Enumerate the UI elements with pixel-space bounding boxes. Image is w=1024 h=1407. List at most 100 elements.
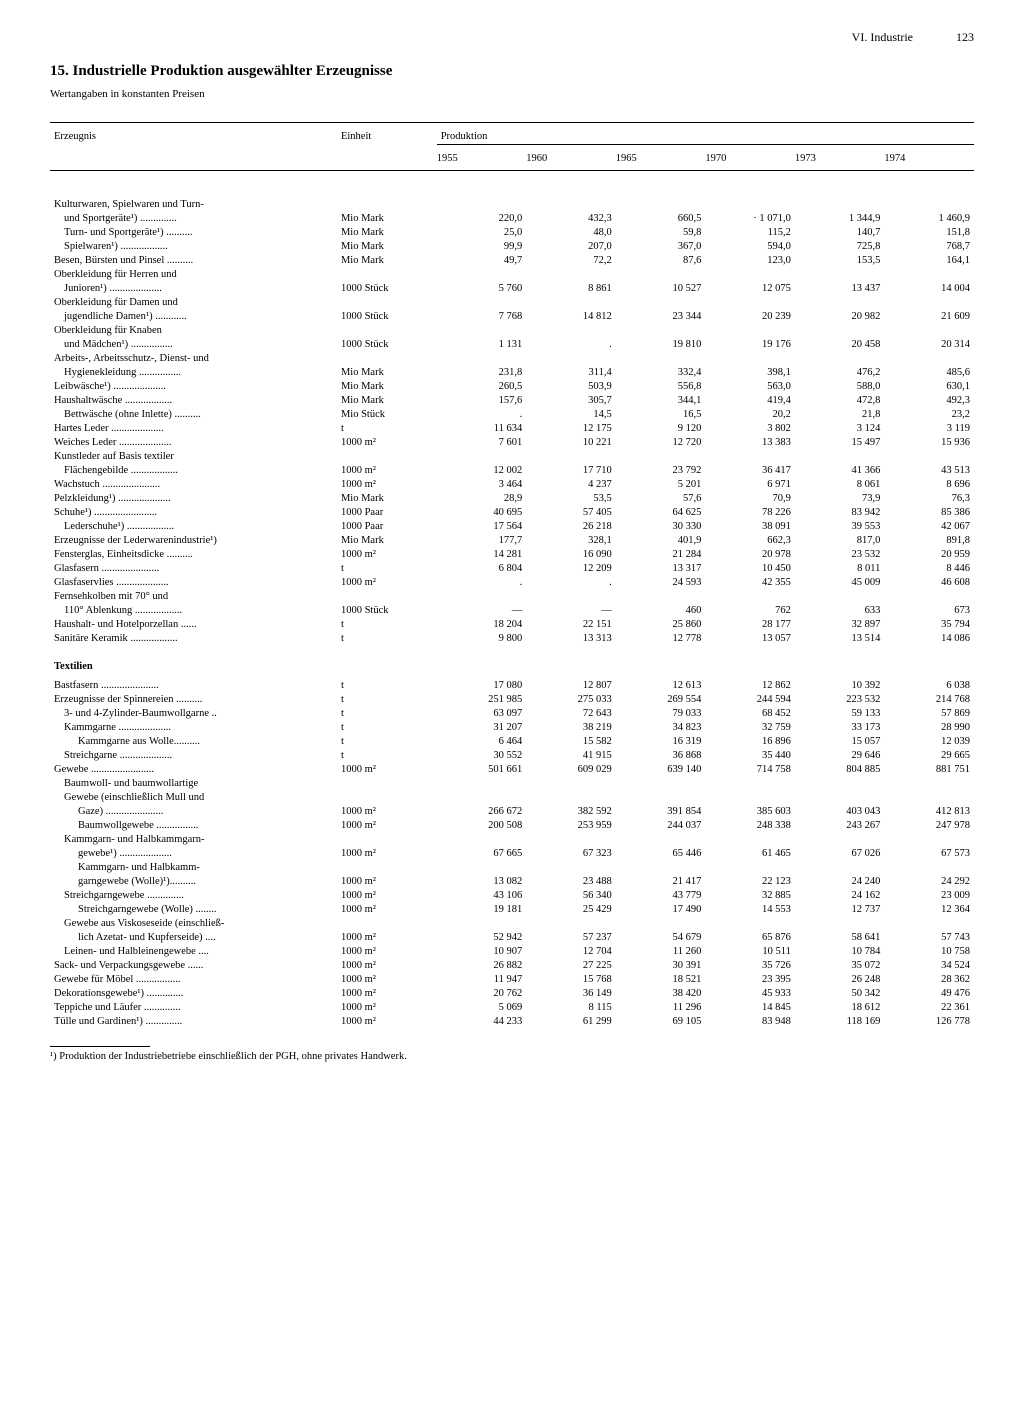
cell-value: 9 800	[437, 631, 527, 645]
table-row: Fernsehkolben mit 70° und	[50, 589, 974, 603]
cell-value	[437, 860, 527, 874]
cell-value: 65 446	[616, 846, 706, 860]
cell-value: 630,1	[884, 379, 974, 393]
cell-value: 26 248	[795, 972, 885, 986]
cell-value	[437, 351, 527, 365]
row-label: Kammgarne aus Wolle..........	[50, 734, 337, 748]
cell-value	[884, 295, 974, 309]
cell-value: 24 292	[884, 874, 974, 888]
row-unit: 1000 m²	[337, 547, 437, 561]
row-unit: t	[337, 706, 437, 720]
row-unit: 1000 Stück	[337, 281, 437, 295]
cell-value	[616, 776, 706, 790]
cell-value: 115,2	[705, 225, 795, 239]
row-label: Haushaltwäsche ..................	[50, 393, 337, 407]
cell-value: 46 608	[884, 575, 974, 589]
cell-value: 67 323	[526, 846, 616, 860]
cell-value: 140,7	[795, 225, 885, 239]
row-label: Arbeits-, Arbeitsschutz-, Dienst- und	[50, 351, 337, 365]
cell-value	[795, 832, 885, 846]
cell-value: 21,8	[795, 407, 885, 421]
row-unit: Mio Mark	[337, 253, 437, 267]
cell-value	[705, 589, 795, 603]
cell-value: 18 204	[437, 617, 527, 631]
table-row: Haushaltwäsche ..................Mio Mar…	[50, 393, 974, 407]
row-unit: Mio Mark	[337, 365, 437, 379]
row-label: und Sportgeräte¹) ..............	[50, 211, 337, 225]
table-row: 3- und 4-Zylinder-Baumwollgarne ..t63 09…	[50, 706, 974, 720]
cell-value	[705, 323, 795, 337]
cell-value: 5 760	[437, 281, 527, 295]
cell-value	[705, 197, 795, 211]
cell-value: 1 460,9	[884, 211, 974, 225]
row-label: Glasfasern ......................	[50, 561, 337, 575]
row-label: Wachstuch ......................	[50, 477, 337, 491]
cell-value	[884, 351, 974, 365]
section-label: VI. Industrie	[852, 30, 913, 44]
cell-value	[616, 832, 706, 846]
row-label: Weiches Leder ....................	[50, 435, 337, 449]
table-row: Turn- und Sportgeräte¹) ..........Mio Ma…	[50, 225, 974, 239]
cell-value: 17 080	[437, 678, 527, 692]
cell-value: 17 564	[437, 519, 527, 533]
cell-value: 85 386	[884, 505, 974, 519]
row-unit	[337, 351, 437, 365]
table-row: Baumwollgewebe ................1000 m²20…	[50, 818, 974, 832]
cell-value: 8 115	[526, 1000, 616, 1014]
cell-value: 243 267	[795, 818, 885, 832]
cell-value: 24 593	[616, 575, 706, 589]
cell-value	[795, 323, 885, 337]
cell-value: 14 004	[884, 281, 974, 295]
cell-value: 10 221	[526, 435, 616, 449]
cell-value: 23 344	[616, 309, 706, 323]
cell-value: 403 043	[795, 804, 885, 818]
row-label: Flächengebilde ..................	[50, 463, 337, 477]
cell-value	[526, 351, 616, 365]
cell-value: 563,0	[705, 379, 795, 393]
cell-value: .	[526, 337, 616, 351]
row-unit: 1000 m²	[337, 762, 437, 776]
row-unit: 1000 m²	[337, 575, 437, 589]
cell-value: 45 009	[795, 575, 885, 589]
row-unit: Mio Mark	[337, 239, 437, 253]
cell-value: 59 133	[795, 706, 885, 720]
row-label: Streichgarngewebe (Wolle) ........	[50, 902, 337, 916]
row-unit	[337, 860, 437, 874]
table-row: lich Azetat- und Kupferseide) ....1000 m…	[50, 930, 974, 944]
cell-value	[705, 832, 795, 846]
cell-value: 13 313	[526, 631, 616, 645]
row-unit: 1000 m²	[337, 477, 437, 491]
row-unit: 1000 m²	[337, 874, 437, 888]
table-body: Kulturwaren, Spielwaren und Turn-und Spo…	[50, 170, 974, 1028]
table-row: Flächengebilde ..................1000 m²…	[50, 463, 974, 477]
row-label: Haushalt- und Hotelporzellan ......	[50, 617, 337, 631]
cell-value: 36 417	[705, 463, 795, 477]
cell-value: 63 097	[437, 706, 527, 720]
cell-value	[705, 449, 795, 463]
cell-value: 12 364	[884, 902, 974, 916]
table-row: Kammgarne ....................t31 20738 …	[50, 720, 974, 734]
cell-value: 20 982	[795, 309, 885, 323]
cell-value: 398,1	[705, 365, 795, 379]
cell-value: 29 646	[795, 748, 885, 762]
row-label: Schuhe¹) ........................	[50, 505, 337, 519]
cell-value: 16 090	[526, 547, 616, 561]
cell-value: 6 804	[437, 561, 527, 575]
cell-value	[795, 916, 885, 930]
cell-value: 1 131	[437, 337, 527, 351]
cell-value	[795, 295, 885, 309]
cell-value: 41 366	[795, 463, 885, 477]
cell-value: .	[437, 407, 527, 421]
row-label: Bettwäsche (ohne Inlette) ..........	[50, 407, 337, 421]
cell-value: 126 778	[884, 1014, 974, 1028]
cell-value	[616, 790, 706, 804]
cell-value: 15 582	[526, 734, 616, 748]
cell-value: 419,4	[705, 393, 795, 407]
row-label: Spielwaren¹) ..................	[50, 239, 337, 253]
cell-value: 10 758	[884, 944, 974, 958]
table-row: und Sportgeräte¹) ..............Mio Mark…	[50, 211, 974, 225]
table-row: Besen, Bürsten und Pinsel ..........Mio …	[50, 253, 974, 267]
cell-value: 391 854	[616, 804, 706, 818]
row-label: Sack- und Verpackungsgewebe ......	[50, 958, 337, 972]
cell-value	[616, 197, 706, 211]
